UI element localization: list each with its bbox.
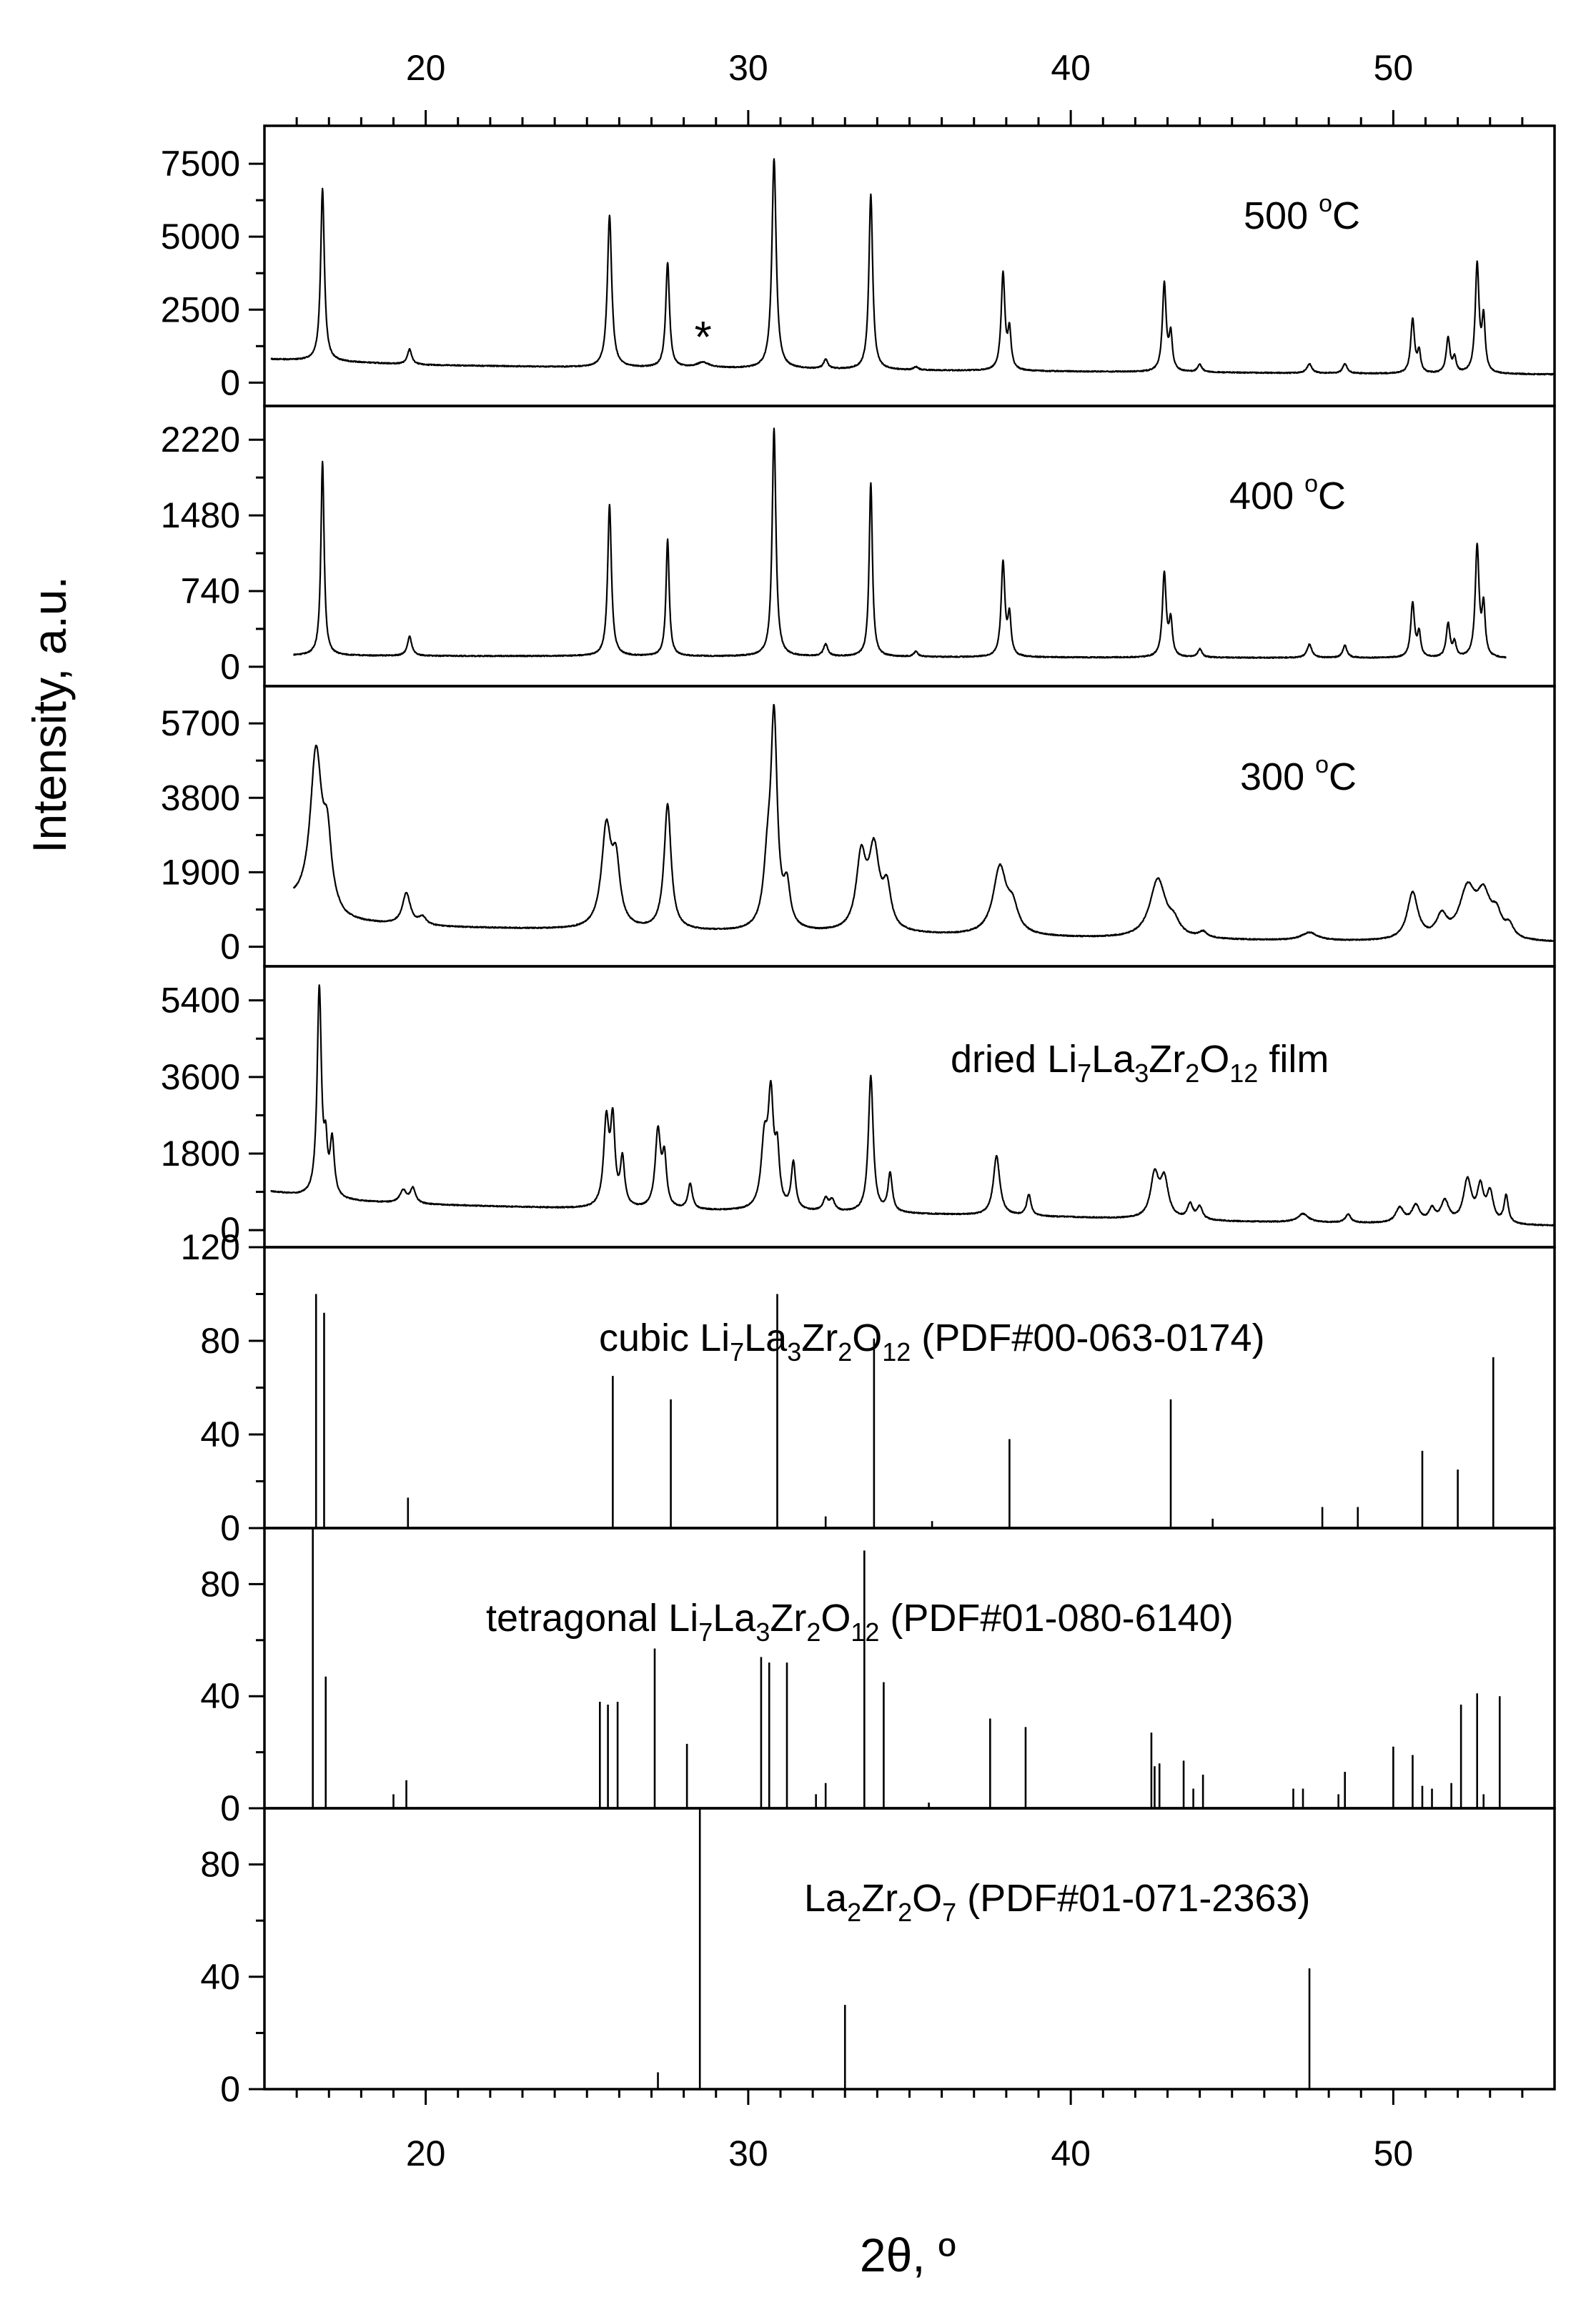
y-tick-label: 40 — [200, 1414, 240, 1454]
y-tick-label: 3800 — [161, 778, 240, 818]
y-tick-label: 1900 — [161, 852, 240, 892]
y-tick-label: 80 — [200, 1845, 240, 1885]
y-tick-label: 5000 — [161, 217, 240, 257]
panel-label: 500 oC — [1244, 190, 1360, 237]
y-tick-label: 0 — [220, 1210, 240, 1250]
panel-label: 400 oC — [1229, 470, 1346, 517]
y-tick-label: 0 — [220, 2069, 240, 2109]
panel-label: dried Li7La3Zr2O12 film — [951, 1038, 1329, 1088]
y-tick-label: 80 — [200, 1321, 240, 1361]
y-tick-label: 0 — [220, 927, 240, 967]
y-tick-label: 40 — [200, 1957, 240, 1997]
impurity-marker: * — [695, 313, 712, 362]
y-tick-label: 0 — [220, 362, 240, 402]
y-tick-label: 40 — [200, 1676, 240, 1716]
xrd-pattern-line — [270, 984, 1555, 1226]
panel-p500: 0 2500 5000 7500 * 500 oC — [161, 124, 1556, 407]
y-tick-label: 3600 — [161, 1057, 240, 1097]
top-x-axis: 20 30 40 50 — [295, 48, 1524, 126]
y-tick-label: 0 — [220, 647, 240, 687]
panel-label: tetragonal Li7La3Zr2O12 (PDF#01-080-6140… — [486, 1597, 1234, 1647]
panel-label: 300 oC — [1240, 751, 1357, 798]
bottom-x-axis: 20 30 40 50 — [295, 2089, 1524, 2173]
y-tick-label: 1480 — [161, 495, 240, 535]
xrd-pattern-line — [293, 427, 1507, 659]
y-tick-label: 2500 — [161, 289, 240, 329]
panel-pcubic: 0 40 80 120 cubic Li7La3Zr2O12 (PDF#00-063-0… — [181, 1227, 1556, 1548]
y-tick-label: 120 — [181, 1227, 240, 1267]
panel-p300: 0 1900 3800 5700 300 oC — [161, 685, 1556, 968]
y-tick-label: 80 — [200, 1564, 240, 1604]
top-x-tick-label: 50 — [1374, 48, 1414, 88]
panel-p400: 0 740 1480 2220 400 oC — [161, 405, 1556, 688]
panel-ptetra: 0 40 80 tetragonal Li7La3Zr2O12 (PDF#01-080… — [200, 1527, 1556, 1828]
panel-label: cubic Li7La3Zr2O12 (PDF#00-063-0174) — [599, 1317, 1265, 1367]
bottom-x-tick-label: 20 — [406, 2133, 446, 2173]
top-x-tick-label: 40 — [1051, 48, 1091, 88]
y-tick-label: 0 — [220, 1788, 240, 1828]
bottom-x-tick-label: 40 — [1051, 2133, 1091, 2173]
y-tick-label: 5400 — [161, 981, 240, 1021]
top-x-tick-label: 20 — [406, 48, 446, 88]
y-tick-label: 1800 — [161, 1134, 240, 1174]
y-tick-label: 7500 — [161, 144, 240, 184]
y-tick-label: 2220 — [161, 420, 240, 460]
y-tick-label: 740 — [181, 571, 240, 611]
xrd-pattern-line — [270, 158, 1556, 376]
panel-pdried: 0 1800 3600 5400 dried Li7La3Zr2O12 film — [161, 965, 1556, 1250]
y-tick-label: 0 — [220, 1508, 240, 1548]
x-axis-title: 2θ, º — [860, 2229, 956, 2281]
top-x-tick-label: 30 — [728, 48, 768, 88]
y-tick-label: 5700 — [161, 703, 240, 743]
panel-pla: 0 40 80 La2Zr2O7 (PDF#01-071-2363) — [200, 1807, 1556, 2109]
xrd-pattern-line — [292, 703, 1555, 943]
bottom-x-tick-label: 50 — [1374, 2133, 1414, 2173]
bottom-x-tick-label: 30 — [728, 2133, 768, 2173]
panel-label: La2Zr2O7 (PDF#01-071-2363) — [804, 1877, 1310, 1927]
y-axis-title: Intensity, a.u. — [23, 576, 76, 853]
